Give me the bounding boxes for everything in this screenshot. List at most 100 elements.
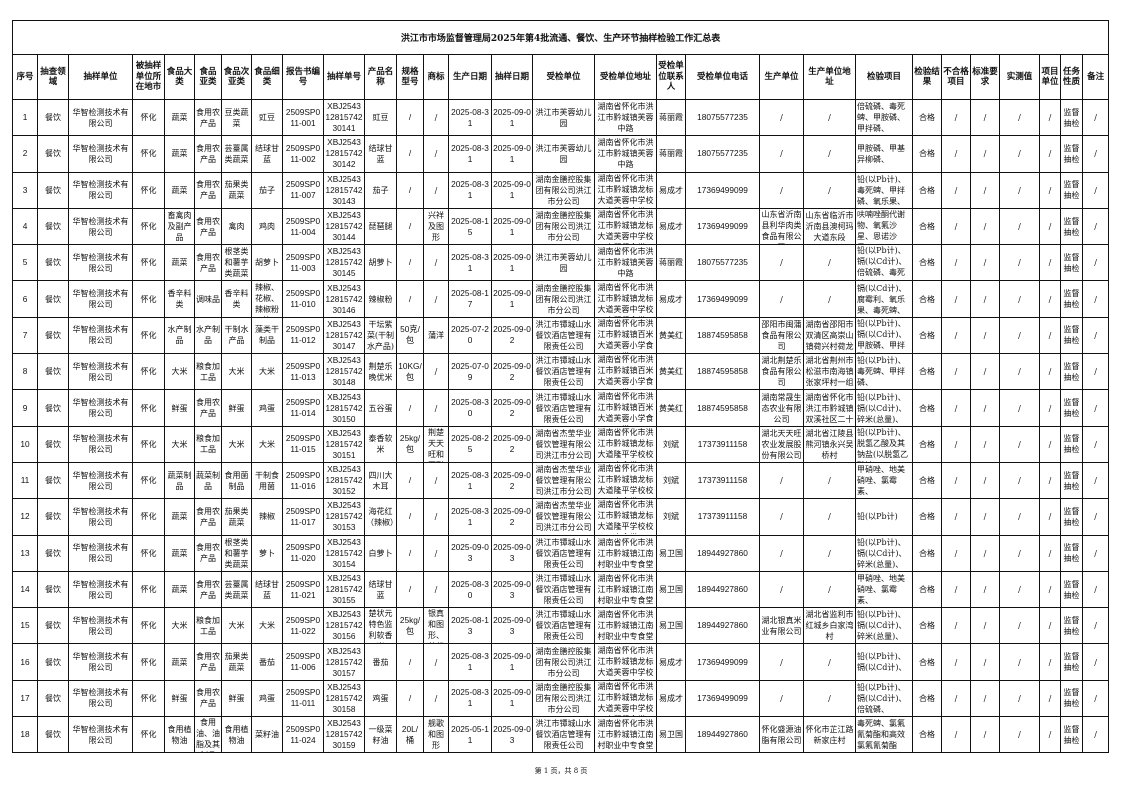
standard-value: / [983,439,987,449]
food-category-value: 鲜蛋 [171,403,188,413]
standard-value: / [983,657,987,667]
brand-value: / [434,512,438,522]
cell-contact: 刘斌 [656,461,686,500]
cell-result: 合格 [912,643,942,681]
table-row: 14 餐饮 华智检测技术有限公司 怀化 蔬菜 食用农产品 芸薹属类蔬菜 结球甘蓝 2509SP0… [12,570,1110,609]
cell-remarks: / [1081,135,1110,173]
cell-standard: / [970,389,1000,427]
cell-task-type: 监督抽检 [1060,461,1083,500]
cell-production-date: 2025-08-31 [448,171,492,209]
cell-sample-no: XBJ25431281574230154 [323,534,365,572]
production-date-value: 2025-08-31 [451,651,489,673]
cell-contact: 易卫国 [656,607,686,645]
item-unit-value: / [1048,330,1052,340]
cell-domain: 餐饮 [37,207,69,246]
food-type-value: 辣椒 [259,512,275,522]
cell-sample-no: XBJ25431281574230146 [323,280,365,318]
cell-test-items: 铅(以Pb计)、镉(以Cd计)、 [855,643,913,681]
food-sub-subcategory-value: 豆类蔬菜 [224,107,249,128]
cell-failed-items: / [941,498,971,536]
cell-failed-items: / [941,461,971,500]
food-type-value: 大米 [259,621,275,631]
sample-no-value: XBJ25431281574230158 [325,681,363,714]
report-no-value: 2509SP011-014 [285,397,321,419]
cell-task-type: 监督抽检 [1060,244,1083,282]
domain-value: 餐饮 [45,693,61,703]
cell-producer: / [759,534,804,572]
food-subcategory-value: 食用农产品 [196,143,220,164]
cell-spec: / [396,171,424,209]
cell-sampling-date: 2025-09-01 [491,679,533,718]
cell-producer: 湖北天天旺农业发展股份有限公司 [759,425,804,463]
remarks-value: / [1094,476,1097,486]
cell-phone: 17369499099 [685,643,760,681]
cell-measured-value: / [999,498,1040,536]
cell-standard: / [970,570,1000,609]
test-items-value: 铅(以Pb计)、镉(以Cd计)、倍硫磷、 [857,682,907,714]
cell-sample-no: XBJ25431281574230143 [323,171,365,209]
cell-task-type: 监督抽检 [1060,135,1083,173]
cell-spec: / [396,135,424,173]
cell-food-sub-subcategory: 大米 [221,353,252,391]
header-food-category: 食品大类 [164,54,195,100]
food-subcategory-value: 食用农产品 [196,252,220,273]
spec-value: / [408,112,412,123]
cell-producer-address: 湖北省江陵县熊河镇永兴吴桥村 [803,425,856,463]
report-no-value: 2509SP011-021 [285,578,321,600]
production-date-value: 2025-08-25 [451,433,489,455]
header-spec: 规格型号 [396,54,424,100]
cell-city: 怀化 [132,425,165,463]
production-date-value: 2025-08-13 [451,614,489,636]
cell-seq: 7 [12,316,38,355]
standard-value: / [983,294,987,304]
inspected-address-value: 湖南省怀化市洪江市黔城镇芙蓉中路 [597,102,654,134]
cell-brand: / [423,498,449,536]
cell-failed-items: / [941,280,971,318]
cell-sampling-date: 2025-09-01 [491,280,533,318]
header-producer-address: 生产单位地址 [803,54,856,100]
cell-sampler: 华智检测技术有限公司 [68,280,133,318]
header-domain: 抽查领域 [37,54,69,100]
inspected-unit-value: 湖南省杰莹华业餐饮管理有限公司洪江市分公司 [535,428,592,460]
cell-report-no: 2509SP011-001 [282,98,324,137]
cell-failed-items: / [941,207,971,246]
food-sub-subcategory-value: 大米 [228,439,245,449]
cell-product-name: 结球甘蓝 [364,135,397,173]
standard-value: / [983,403,987,413]
production-date-value: 2025-08-17 [451,288,489,310]
item-unit-value: / [1048,403,1052,413]
sample-no-value: XBJ25431281574230152 [325,464,363,497]
cell-result: 合格 [912,498,942,536]
cell-brand: 兴祥及图形 [423,207,449,246]
measured-value-value: / [1018,657,1021,667]
report-no-value: 2509SP011-013 [285,360,321,382]
cell-production-date: 2025-08-17 [448,280,492,318]
spec-value: 10KG/包 [398,360,422,382]
food-type-value: 鸡蛋 [259,693,275,703]
cell-measured-value: / [999,534,1040,572]
cell-producer-address: / [803,280,856,318]
cell-producer-address: / [803,643,856,681]
result-value: 合格 [919,548,935,558]
result-value: 合格 [919,330,935,340]
food-sub-subcategory-value: 禽肉 [228,222,245,232]
cell-product-name: 琵琶腿 [364,207,397,246]
cell-city: 怀化 [132,98,165,137]
cell-seq: 14 [12,570,38,609]
food-type-value: 辣椒、花椒、辣椒粉等 [255,282,279,317]
cell-test-items: 呋喃唑酮代谢物、氧氟沙星、恩诺沙星、 [855,207,913,246]
cell-spec: / [396,207,424,246]
sample-no-value: XBJ25431281574230151 [325,427,363,460]
cell-report-no: 2509SP011-013 [282,353,324,391]
remarks-value: / [1094,548,1097,558]
spec-value: / [408,547,412,558]
result-value: 合格 [919,439,935,449]
cell-production-date: 2025-08-31 [448,98,492,137]
cell-food-category: 蔬菜 [164,135,195,173]
cell-report-no: 2509SP011-007 [282,171,324,209]
cell-inspected-address: 湖南省怀化市洪江市黔城镇龙标大道芙蓉中学校内留餐食堂 [594,643,657,681]
cell-standard: / [970,135,1000,173]
domain-value: 餐饮 [45,222,61,232]
cell-test-items: 铅(以Pb计)、镉(以Cd计)、甲胺磷、甲拌磷、 [855,316,913,355]
cell-sample-no: XBJ25431281574230159 [323,716,365,754]
